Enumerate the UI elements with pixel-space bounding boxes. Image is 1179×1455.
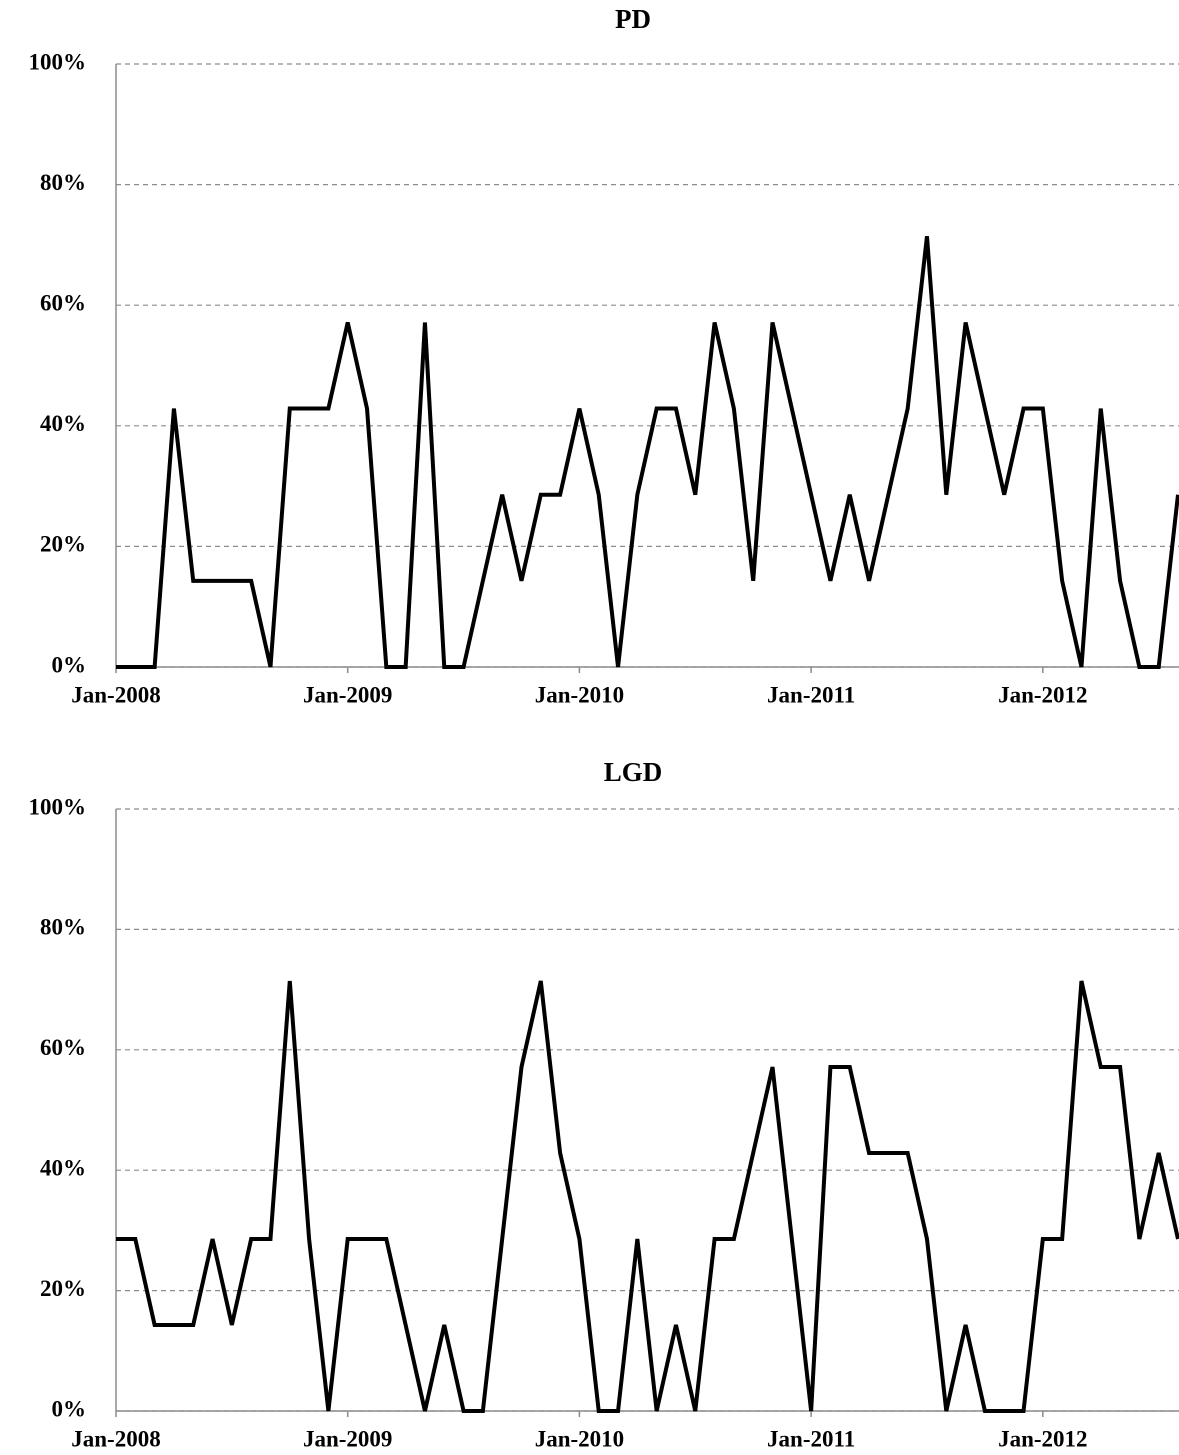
y-tick-label: 40% xyxy=(40,1155,86,1180)
x-tick-label: Jan-2011 xyxy=(767,682,855,707)
x-tick-label: Jan-2012 xyxy=(998,1426,1087,1451)
y-tick-label: 60% xyxy=(40,290,86,315)
chart-title: LGD xyxy=(604,757,663,787)
x-tick-label: Jan-2008 xyxy=(71,682,160,707)
y-tick-label: 20% xyxy=(40,1276,86,1301)
y-tick-label: 100% xyxy=(29,49,87,74)
x-tick-label: Jan-2008 xyxy=(71,1426,160,1451)
y-tick-label: 60% xyxy=(40,1035,86,1060)
x-tick-label: Jan-2010 xyxy=(535,1426,624,1451)
data-line xyxy=(116,980,1179,1413)
chart-title: PD xyxy=(615,4,651,34)
y-tick-label: 80% xyxy=(40,170,86,195)
y-tick-label: 100% xyxy=(29,794,87,819)
y-tick-label: 80% xyxy=(40,915,86,940)
y-tick-label: 0% xyxy=(52,1396,87,1421)
y-tick-label: 40% xyxy=(40,411,86,436)
y-tick-label: 20% xyxy=(40,532,86,557)
y-tick-label: 0% xyxy=(52,652,87,677)
data-line xyxy=(116,236,1179,669)
x-tick-label: Jan-2011 xyxy=(767,1426,855,1451)
x-tick-label: Jan-2010 xyxy=(535,682,624,707)
x-tick-label: Jan-2012 xyxy=(998,682,1087,707)
x-tick-label: Jan-2009 xyxy=(303,1426,392,1451)
x-tick-label: Jan-2009 xyxy=(303,682,392,707)
